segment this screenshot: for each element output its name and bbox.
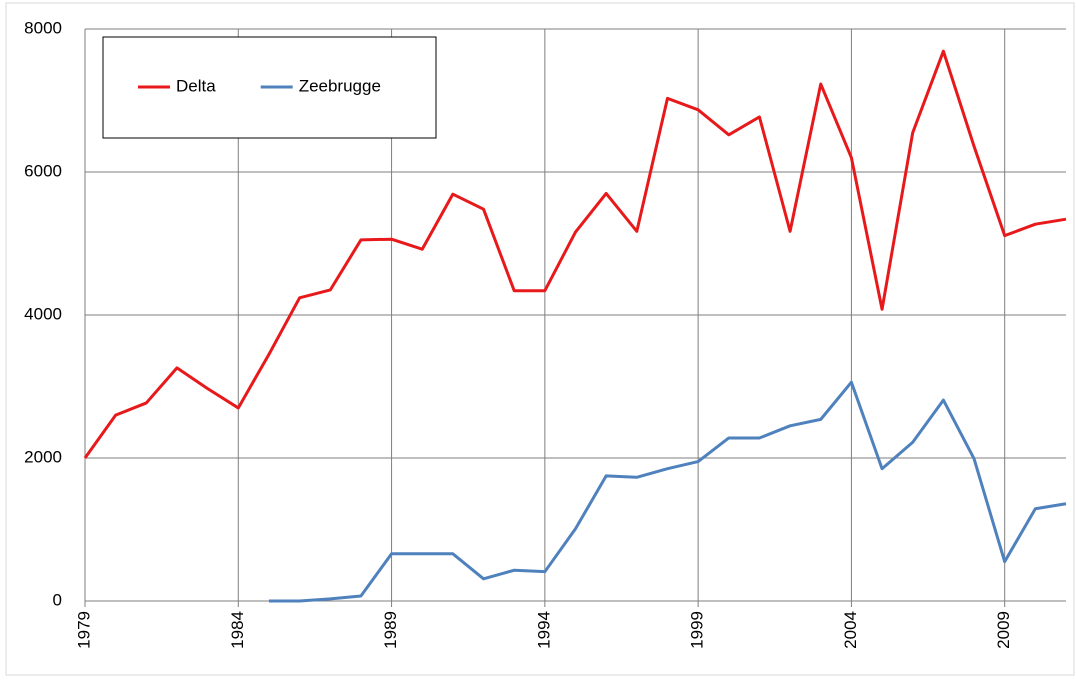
x-tick-label: 1999 [688, 611, 707, 649]
legend-label: Zeebrugge [299, 76, 381, 95]
y-tick-label: 4000 [24, 304, 62, 323]
x-tick-label: 2009 [994, 611, 1013, 649]
y-tick-label: 6000 [24, 161, 62, 180]
legend-label: Delta [176, 76, 216, 95]
x-tick-label: 1979 [74, 611, 93, 649]
x-tick-label: 1994 [534, 611, 553, 649]
y-tick-label: 0 [53, 590, 62, 609]
y-tick-label: 2000 [24, 447, 62, 466]
x-tick-label: 2004 [841, 611, 860, 649]
y-tick-label: 8000 [24, 18, 62, 37]
x-tick-label: 1984 [228, 611, 247, 649]
series-line [268, 380, 1067, 603]
series-line [83, 49, 1067, 459]
x-tick-label: 1989 [381, 611, 400, 649]
